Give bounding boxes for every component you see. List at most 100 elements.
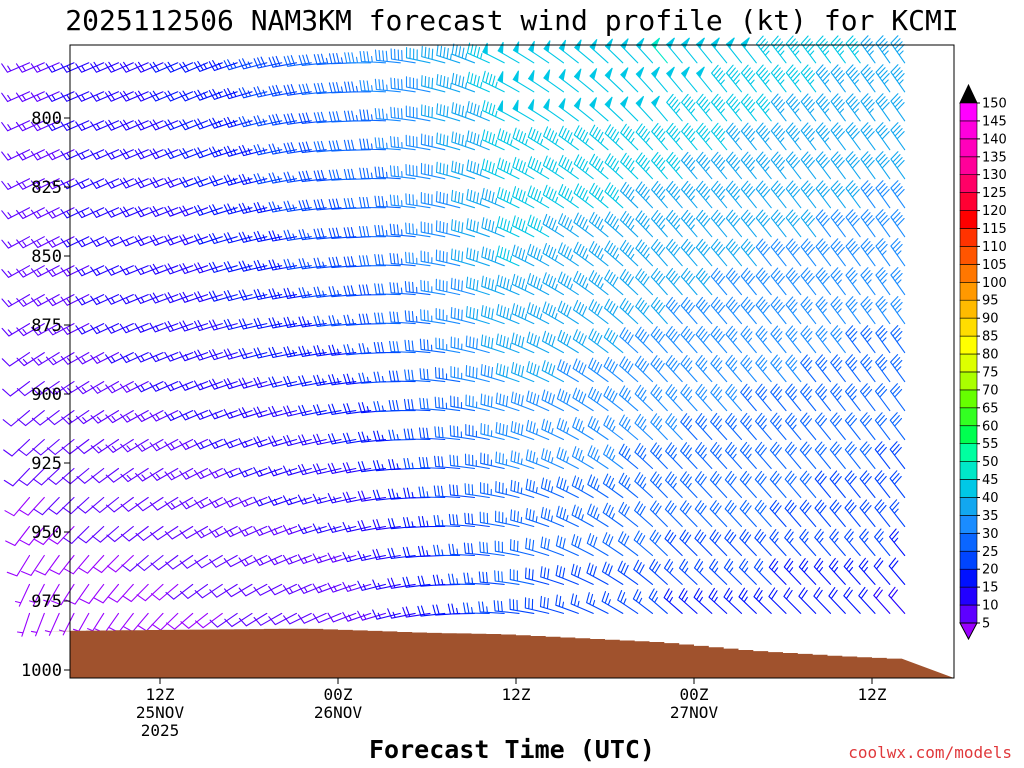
wind-barb (357, 431, 387, 443)
wind-barb (482, 42, 505, 64)
colorbar-segment (959, 228, 978, 247)
wind-barb (785, 354, 802, 383)
wind-barb (119, 177, 149, 189)
wind-barb (194, 583, 223, 599)
x-tick-label: 00Z (324, 685, 353, 704)
wind-barb (107, 583, 134, 603)
wind-barb (512, 186, 535, 209)
wind-barb (58, 612, 75, 636)
wind-barb (710, 122, 728, 151)
wind-barb (76, 496, 105, 514)
wind-barb (297, 583, 327, 594)
wind-barb (556, 505, 579, 528)
colorbar-label: 80 (982, 348, 999, 363)
wind-barb (104, 236, 134, 247)
wind-barb (463, 572, 490, 585)
wind-barb (680, 238, 698, 267)
wind-barb (815, 354, 832, 383)
wind-barb (512, 99, 535, 122)
wind-barb (119, 265, 149, 276)
wind-barb (874, 383, 891, 412)
wind-barb (650, 384, 668, 412)
wind-barb (815, 151, 832, 180)
wind-barb (92, 554, 120, 574)
wind-barb (695, 267, 713, 296)
wind-barb (495, 363, 520, 383)
wind-barb (541, 418, 565, 441)
wind-barb (32, 467, 60, 486)
wind-barb (800, 296, 817, 325)
wind-barb (434, 367, 461, 383)
wind-barb (798, 558, 817, 585)
wind-barb (496, 245, 520, 267)
wind-barb (799, 470, 817, 499)
wind-barb (481, 129, 505, 151)
wind-barb (815, 64, 832, 93)
wind-barb (253, 317, 283, 330)
wind-barb (466, 71, 490, 93)
wind-barb (238, 260, 268, 272)
wind-barb (618, 414, 639, 441)
wind-barb (888, 557, 906, 585)
wind-barb (875, 180, 891, 209)
wind-barb (651, 66, 668, 93)
wind-barb (495, 481, 520, 499)
wind-barb (664, 471, 683, 499)
wind-barb (253, 144, 283, 156)
wind-barb (860, 209, 876, 238)
wind-barb (829, 528, 846, 557)
wind-barb (784, 412, 802, 441)
wind-barb (889, 441, 906, 470)
wind-barb (194, 612, 223, 629)
wind-barb (618, 385, 639, 412)
wind-barb (525, 537, 550, 557)
wind-barb (450, 366, 476, 383)
wind-barb (666, 66, 683, 93)
wind-barb (696, 66, 713, 93)
colorbar-label: 150 (982, 97, 1007, 112)
wind-barb (635, 210, 654, 238)
wind-barb (63, 554, 90, 575)
wind-barb (208, 88, 238, 100)
wind-barb (785, 64, 802, 93)
wind-barb (312, 523, 342, 534)
wind-barb (4, 496, 31, 517)
wind-barb (725, 180, 743, 209)
wind-barb (620, 123, 639, 151)
wind-barb (542, 184, 565, 209)
wind-barb (695, 151, 713, 180)
wind-barb (874, 441, 891, 470)
wind-barb (755, 325, 772, 354)
wind-barb (31, 381, 60, 396)
wind-barb (509, 598, 535, 614)
wind-barb (388, 429, 416, 441)
wind-barb (800, 35, 817, 64)
wind-barb (680, 209, 698, 238)
wind-barb (328, 403, 357, 415)
wind-barb (603, 386, 624, 412)
wind-barb (282, 495, 312, 506)
wind-barb (253, 347, 283, 359)
wind-barb (451, 102, 476, 122)
wind-barb (890, 122, 906, 151)
wind-barb (283, 113, 312, 125)
wind-barb (420, 104, 446, 122)
wind-barb (373, 430, 401, 442)
wind-barb (165, 554, 194, 570)
wind-barb (800, 209, 817, 238)
colorbar-segment (959, 604, 978, 624)
wind-barb (150, 525, 179, 541)
wind-barb (389, 311, 416, 325)
colorbar-label: 95 (982, 294, 999, 309)
wind-barb (693, 558, 713, 585)
wind-barb (238, 437, 268, 448)
wind-barb (542, 301, 565, 325)
wind-barb (555, 564, 579, 585)
wind-barb (558, 184, 579, 209)
wind-barb (587, 474, 609, 499)
wind-barb (283, 375, 312, 388)
wind-barb (478, 601, 505, 614)
wind-barbs-layer (1, 35, 906, 637)
colorbar-segment (959, 479, 978, 498)
colorbar-segment (959, 156, 978, 176)
